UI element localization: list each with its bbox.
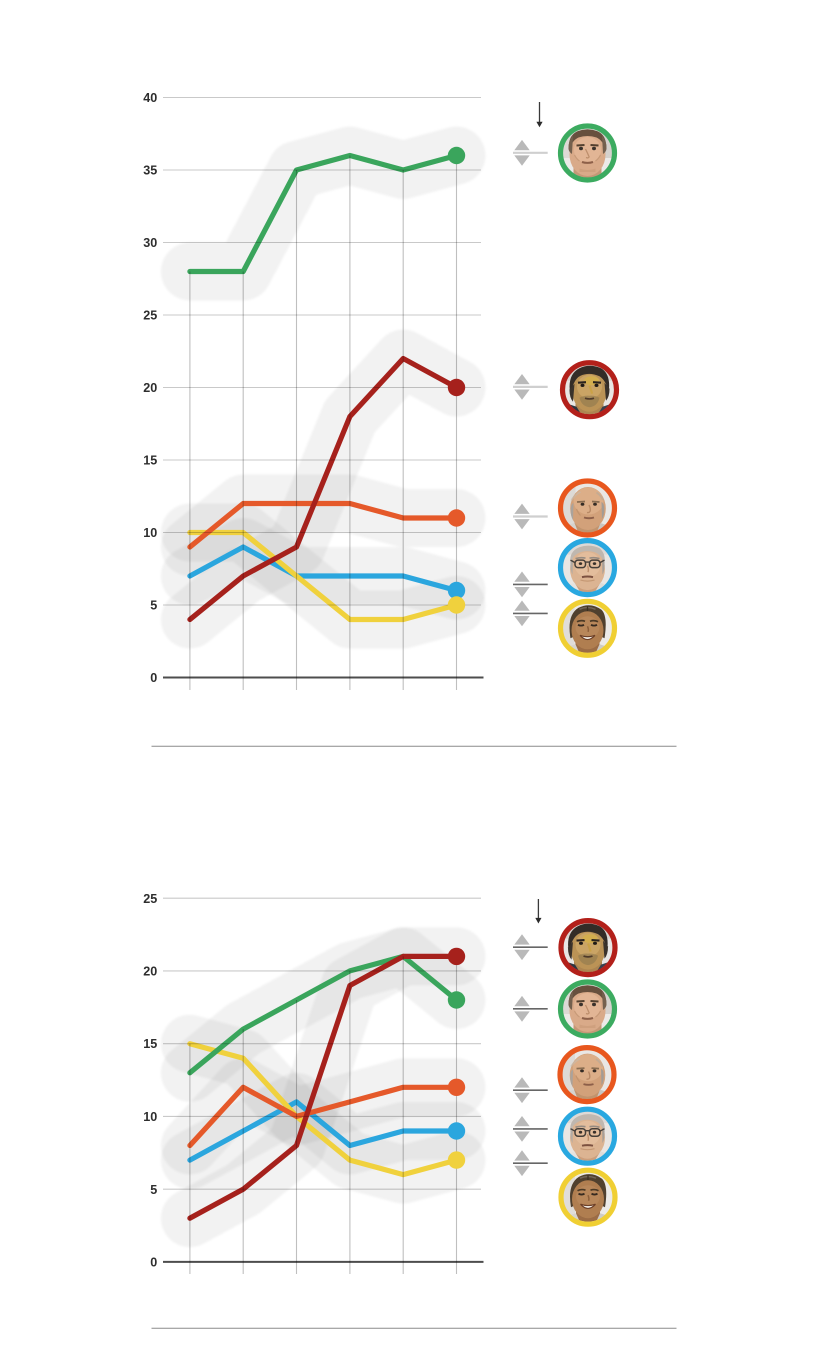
svg-text:20: 20 [143, 381, 157, 395]
svg-text:0: 0 [150, 671, 157, 685]
svg-text:15: 15 [143, 1037, 157, 1051]
svg-text:5: 5 [150, 1183, 157, 1197]
svg-text:40: 40 [143, 91, 157, 105]
svg-text:15: 15 [143, 454, 157, 468]
svg-text:0: 0 [150, 1256, 157, 1270]
svg-text:10: 10 [143, 1110, 157, 1124]
svg-text:25: 25 [143, 892, 157, 906]
svg-text:30: 30 [143, 236, 157, 250]
svg-text:35: 35 [143, 164, 157, 178]
svg-text:20: 20 [143, 965, 157, 979]
svg-text:25: 25 [143, 309, 157, 323]
svg-text:5: 5 [150, 599, 157, 613]
svg-text:10: 10 [143, 526, 157, 540]
